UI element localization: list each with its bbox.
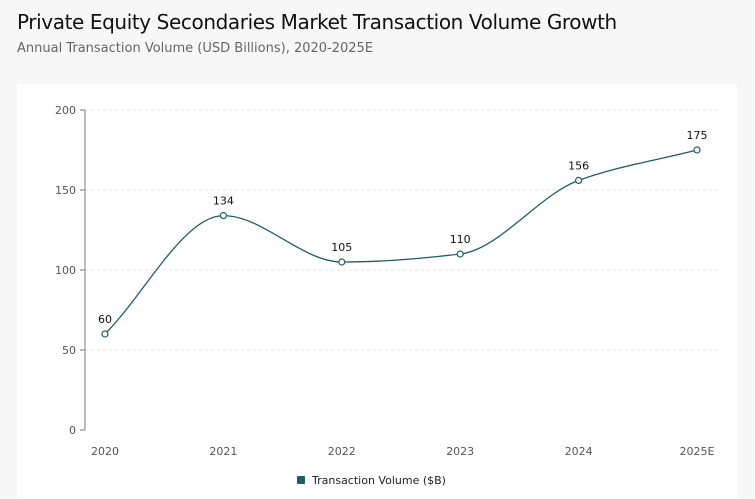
chart-subtitle: Annual Transaction Volume (USD Billions)…: [17, 41, 374, 56]
data-point[interactable]: [219, 212, 227, 220]
data-point[interactable]: [101, 330, 109, 338]
x-tick-label: 2023: [446, 445, 474, 458]
data-label: 156: [568, 159, 589, 172]
series-line: [104, 149, 698, 335]
data-point[interactable]: [693, 146, 701, 154]
data-label: 175: [687, 129, 708, 142]
legend-swatch: [297, 476, 305, 484]
y-tick-label: 150: [55, 184, 76, 197]
y-tick-label: 200: [55, 104, 76, 117]
x-tick-label: 2022: [328, 445, 356, 458]
data-point[interactable]: [456, 250, 464, 258]
data-label: 105: [331, 241, 352, 254]
y-tick-label: 50: [62, 344, 76, 357]
x-tick-label: 2021: [209, 445, 237, 458]
data-label: 110: [450, 233, 471, 246]
data-label: 134: [213, 195, 234, 208]
y-tick-label: 0: [69, 424, 76, 437]
legend-label[interactable]: Transaction Volume ($B): [311, 474, 446, 487]
x-tick-label: 2020: [91, 445, 119, 458]
data-point[interactable]: [574, 176, 583, 184]
x-tick-label: 2025E: [680, 445, 715, 458]
data-label: 60: [98, 313, 112, 326]
chart-title: Private Equity Secondaries Market Transa…: [17, 10, 617, 34]
chart-card: [17, 84, 737, 499]
x-tick-label: 2024: [565, 445, 593, 458]
y-tick-label: 100: [55, 264, 76, 277]
data-point[interactable]: [338, 258, 346, 266]
